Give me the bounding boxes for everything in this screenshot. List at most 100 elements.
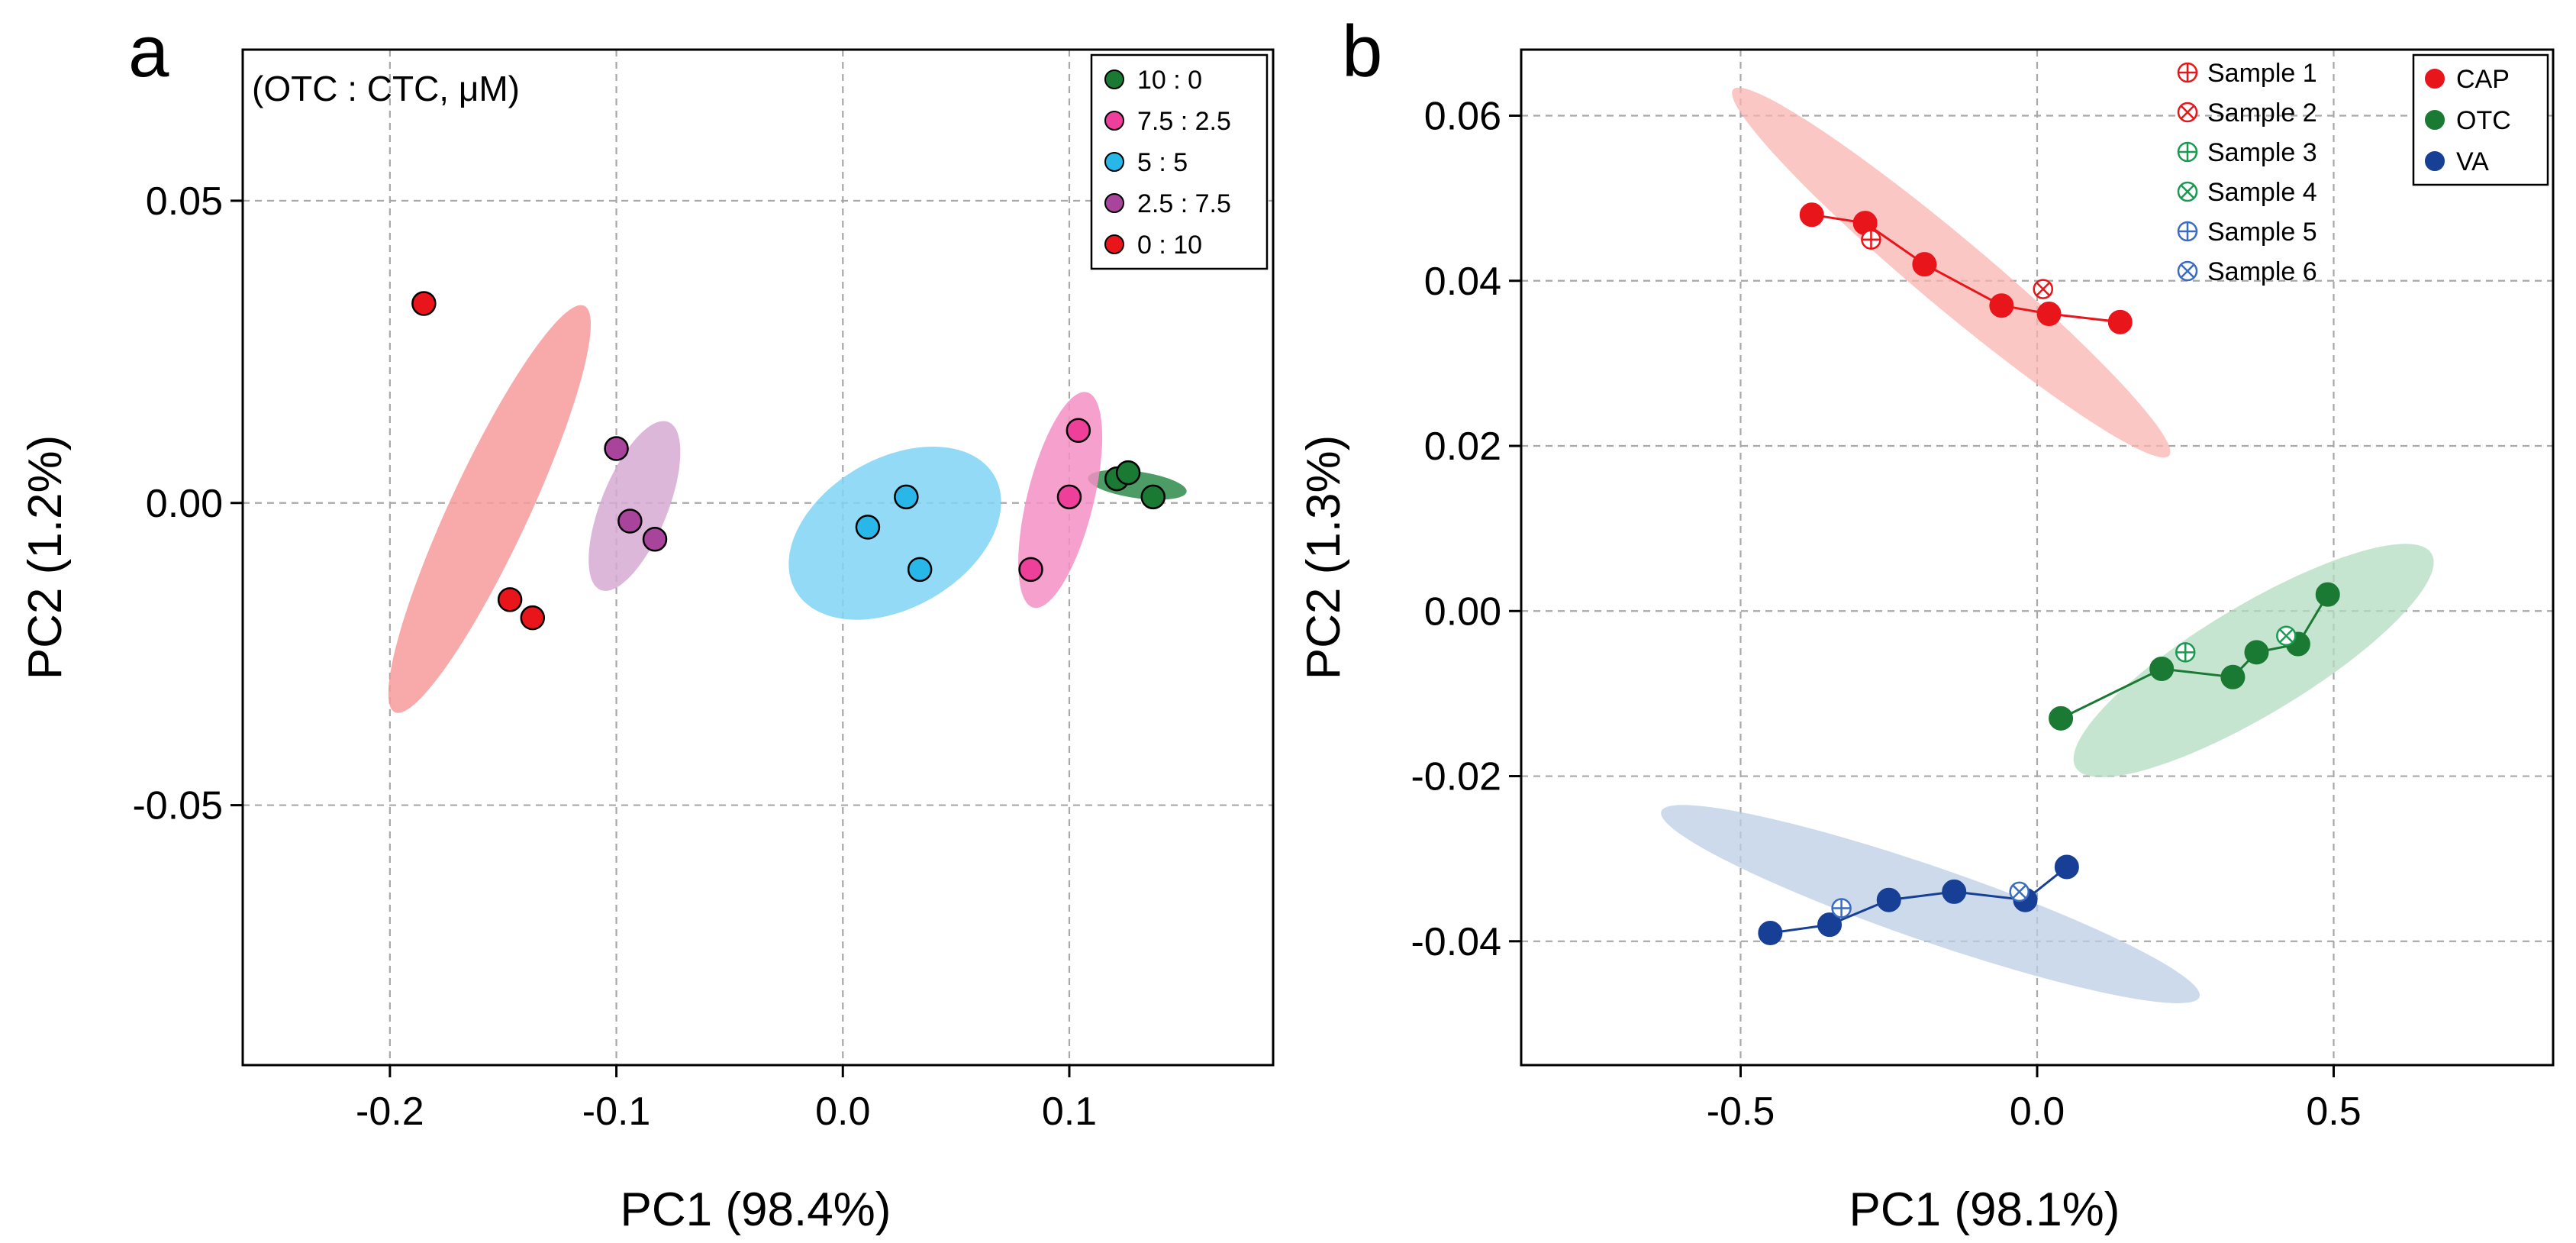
panel-b-group-legend: CAP OTC VA xyxy=(2412,53,2549,186)
data-point-otc xyxy=(2049,705,2074,731)
legend-marker-cap xyxy=(2425,69,2445,89)
data-point-va xyxy=(1942,879,1967,904)
sample-marker-d2 xyxy=(2180,263,2195,279)
data-point-va xyxy=(1758,920,1783,945)
legend-marker-sample-6 xyxy=(2177,260,2198,282)
x-tick-label: 0.0 xyxy=(2010,1090,2065,1134)
legend-label-sample-3: Sample 3 xyxy=(2207,138,2317,167)
legend-marker-otc xyxy=(2425,110,2445,130)
sample-marker-d2 xyxy=(2036,282,2051,296)
data-point-10-0 xyxy=(1115,460,1141,486)
data-point-otc xyxy=(2220,664,2246,689)
x-tick-label: -0.5 xyxy=(1707,1090,1775,1134)
legend-marker-5-5 xyxy=(1104,152,1124,172)
legend-marker-10-0 xyxy=(1104,69,1124,89)
data-point-cap xyxy=(1912,252,1937,277)
panel-a-axis-ticks: -0.2 -0.1 0.0 0.1 -0.05 0.00 0.05 xyxy=(132,179,1097,1134)
legend-label-0-10: 0 : 10 xyxy=(1137,231,1202,260)
data-point-0-10 xyxy=(411,291,437,316)
y-tick-label: 0.06 xyxy=(1424,95,1501,139)
data-point-7-5-2-5 xyxy=(1018,557,1043,583)
y-tick-label: 0.05 xyxy=(146,179,223,224)
sample-point-sample-4 xyxy=(2276,625,2297,646)
legend-label-sample-5: Sample 5 xyxy=(2207,218,2317,247)
data-point-cap xyxy=(1989,293,2014,318)
data-point-2-5-7-5 xyxy=(604,436,629,461)
data-point-0-10 xyxy=(497,587,523,612)
x-tick-label: 0.0 xyxy=(815,1090,870,1134)
y-tick-label: 0.00 xyxy=(146,482,223,526)
panel-a-ellipses xyxy=(388,305,1187,713)
y-tick-label: -0.02 xyxy=(1411,755,1501,799)
data-point-5-5 xyxy=(907,557,933,583)
data-point-10-0 xyxy=(1140,484,1165,510)
data-point-otc xyxy=(2244,640,2269,665)
data-point-cap xyxy=(2107,309,2133,334)
data-point-otc xyxy=(2149,656,2175,681)
sample-point-sample-6 xyxy=(2009,881,2030,902)
legend-marker-sample-3 xyxy=(2177,141,2198,163)
legend-marker-0-10 xyxy=(1104,234,1124,254)
x-tick-label: -0.2 xyxy=(356,1090,424,1134)
sample-marker-d2 xyxy=(2180,105,2195,120)
sample-marker-d2 xyxy=(2180,184,2195,199)
y-tick-label: 0.04 xyxy=(1424,260,1501,304)
panel-a-label: a xyxy=(128,11,169,92)
data-point-5-5 xyxy=(894,484,919,510)
legend-marker-sample-1 xyxy=(2177,62,2198,83)
data-point-7-5-2-5 xyxy=(1066,418,1091,443)
panel-b-label: b xyxy=(1342,11,1382,92)
legend-label-5-5: 5 : 5 xyxy=(1137,148,1188,177)
data-point-cap xyxy=(2036,302,2062,327)
x-tick-label: -0.1 xyxy=(582,1090,651,1134)
legend-label-sample-6: Sample 6 xyxy=(2207,257,2317,286)
data-point-va xyxy=(2054,854,2079,880)
confidence-ellipse-2-5-7-5 xyxy=(588,421,681,591)
legend-label-cap: CAP xyxy=(2456,65,2510,94)
confidence-ellipse-0-10 xyxy=(388,305,591,713)
y-tick-label: -0.05 xyxy=(132,784,223,828)
y-tick-label: -0.04 xyxy=(1411,920,1501,964)
panel-a-annotation: (OTC : CTC, μM) xyxy=(252,69,520,108)
data-point-va xyxy=(1817,912,1843,938)
panel-a-x-axis-label: PC1 (98.4%) xyxy=(621,1183,891,1236)
legend-label-va: VA xyxy=(2456,147,2489,176)
legend-label-7-5-2-5: 7.5 : 2.5 xyxy=(1137,107,1231,136)
panel-a-points xyxy=(411,291,1165,631)
confidence-ellipse-cap xyxy=(1732,87,2171,458)
panel-a: -0.2 -0.1 0.0 0.1 -0.05 0.00 0.05 a (OTC : CTC… xyxy=(19,11,1275,1236)
data-point-otc xyxy=(2315,582,2340,607)
data-point-5-5 xyxy=(855,515,881,540)
panel-a-legend: 10 : 0 7.5 : 2.5 5 : 5 2.5 : 7.5 0 : 10 xyxy=(1090,53,1269,270)
y-tick-label: 0.02 xyxy=(1424,425,1501,469)
panel-b-y-axis-label: PC2 (1.3%) xyxy=(1298,435,1350,680)
legend-label-10-0: 10 : 0 xyxy=(1137,66,1202,95)
panel-b-ellipses xyxy=(1661,87,2434,1003)
sample-point-sample-2 xyxy=(2033,279,2054,299)
panel-b-axis-ticks: -0.5 0.0 0.5 -0.04 -0.02 0.00 0.02 0.04 0.06 xyxy=(1411,95,2361,1134)
confidence-ellipse-5-5 xyxy=(788,447,1001,620)
legend-label-sample-4: Sample 4 xyxy=(2207,178,2317,207)
panel-a-plot-frame xyxy=(241,48,1275,1067)
confidence-ellipse-va xyxy=(1661,805,2200,1003)
data-point-2-5-7-5 xyxy=(642,527,668,552)
legend-marker-va xyxy=(2425,151,2445,171)
legend-marker-sample-4 xyxy=(2177,181,2198,202)
sample-point-sample-5 xyxy=(1831,898,1852,919)
panel-b-points xyxy=(1758,202,2340,945)
sample-point-sample-1 xyxy=(1861,229,1881,250)
panel-a-y-axis-label: PC2 (1.2%) xyxy=(19,435,72,680)
legend-marker-2-5-7-5 xyxy=(1104,193,1124,213)
x-tick-label: 0.5 xyxy=(2306,1090,2361,1134)
panel-b: -0.5 0.0 0.5 -0.04 -0.02 0.00 0.02 0.04 0.06 b P… xyxy=(1298,11,2555,1236)
sample-point-sample-3 xyxy=(2175,642,2196,663)
legend-marker-7-5-2-5 xyxy=(1104,111,1124,131)
sample-marker-d2 xyxy=(2012,884,2027,899)
legend-label-otc: OTC xyxy=(2456,106,2511,135)
legend-label-sample-2: Sample 2 xyxy=(2207,98,2317,128)
legend-marker-sample-2 xyxy=(2177,102,2198,123)
y-tick-label: 0.00 xyxy=(1424,589,1501,634)
data-point-7-5-2-5 xyxy=(1056,484,1082,510)
x-tick-label: 0.1 xyxy=(1042,1090,1097,1134)
